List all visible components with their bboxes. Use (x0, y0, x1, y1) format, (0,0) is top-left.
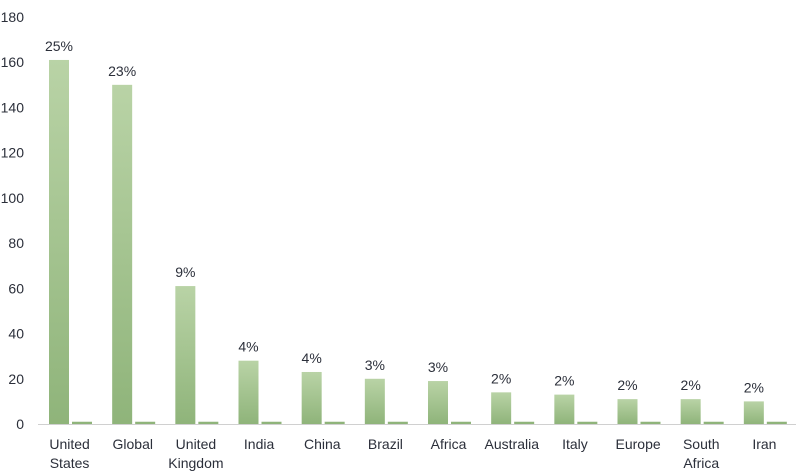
category-label-line: Africa (431, 436, 467, 452)
data-label: 9% (175, 264, 195, 280)
bar-primary (428, 381, 448, 424)
category-label-line: Brazil (368, 436, 403, 452)
category-label: Global (113, 436, 153, 452)
y-tick-label: 80 (8, 235, 24, 251)
data-label: 25% (45, 38, 73, 54)
y-tick-label: 180 (1, 9, 25, 25)
category-label: Australia (485, 436, 540, 452)
category-label-line: States (50, 455, 90, 471)
category-label-line: India (244, 436, 275, 452)
bar-primary (49, 59, 69, 424)
data-label: 2% (744, 379, 764, 395)
data-label: 3% (365, 357, 385, 373)
bar-secondary (766, 421, 787, 424)
data-label: 2% (491, 370, 511, 386)
data-labels: 25% 23% 9% 4% 4% 3% 3% 2% 2% 2% 2% 2% (45, 38, 764, 395)
category-label-line: China (304, 436, 341, 452)
bar-primary (364, 378, 385, 424)
y-tick-label: 60 (8, 280, 24, 296)
category-label: Brazil (368, 436, 403, 452)
category-label: United States (49, 436, 89, 471)
bar-primary (491, 392, 512, 424)
category-label: China (304, 436, 341, 452)
category-label: Africa (431, 436, 467, 452)
bar-secondary (514, 421, 535, 424)
bar-secondary (451, 421, 471, 424)
y-tick-label: 100 (1, 190, 25, 206)
data-label: 2% (681, 377, 701, 393)
category-label-line: United (176, 436, 216, 452)
category-label-line: Iran (752, 436, 776, 452)
bar-secondary (324, 421, 345, 424)
bar-primary (238, 360, 259, 424)
data-label: 23% (108, 63, 136, 79)
category-label-line: Africa (683, 455, 719, 471)
bar-secondary (640, 421, 661, 424)
bar-secondary (387, 421, 408, 424)
bars (49, 59, 787, 424)
category-label: Iran (752, 436, 776, 452)
data-label: 2% (617, 377, 637, 393)
y-tick-label: 0 (16, 416, 24, 432)
bar-primary (743, 401, 764, 424)
y-tick-label: 40 (8, 326, 24, 342)
y-tick-label: 20 (8, 371, 24, 387)
bar-primary (617, 399, 638, 424)
data-label: 2% (554, 373, 574, 389)
data-label: 4% (238, 339, 258, 355)
bar-primary (301, 371, 322, 424)
bar-secondary (198, 421, 219, 424)
bar-primary (175, 286, 196, 424)
category-label-line: Kingdom (168, 455, 223, 471)
bar-primary (680, 399, 701, 424)
data-label: 4% (302, 350, 322, 366)
y-tick-label: 120 (1, 145, 25, 161)
category-label-line: Italy (562, 436, 588, 452)
category-label: Europe (616, 436, 661, 452)
category-label-line: South (683, 436, 720, 452)
data-label: 3% (428, 359, 448, 375)
bar-secondary (135, 421, 156, 424)
y-tick-label: 140 (1, 99, 25, 115)
bar-secondary (72, 421, 92, 424)
category-label: South Africa (683, 436, 720, 471)
category-label: Italy (562, 436, 588, 452)
x-axis: United States Global United Kingdom India Chin… (49, 436, 776, 471)
bar-secondary (577, 421, 598, 424)
category-label-line: United (49, 436, 89, 452)
bar-primary (112, 84, 133, 424)
category-label-line: Europe (616, 436, 661, 452)
category-label: India (244, 436, 275, 452)
bar-primary (554, 394, 575, 424)
category-label: United Kingdom (168, 436, 223, 471)
category-label-line: Global (113, 436, 153, 452)
category-label-line: Australia (485, 436, 540, 452)
bar-secondary (703, 421, 724, 424)
y-tick-label: 160 (1, 54, 25, 70)
bar-secondary (261, 421, 282, 424)
y-axis: 0 20 40 60 80 100 120 140 160 180 (1, 9, 796, 432)
